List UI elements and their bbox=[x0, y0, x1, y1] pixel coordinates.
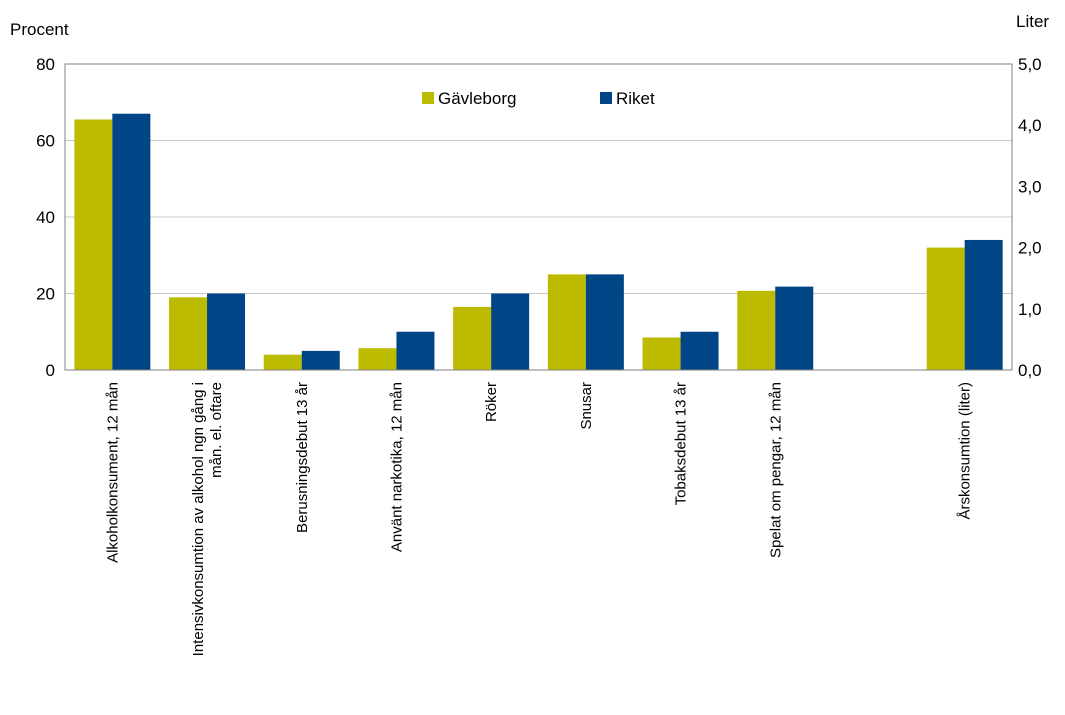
bar-riket bbox=[396, 331, 435, 370]
x-category-label: Intensivkonsumtion av alkohol ngn gång i bbox=[190, 382, 207, 656]
legend-label-riket: Riket bbox=[616, 89, 655, 108]
bar-riket bbox=[964, 239, 1003, 370]
legend: Gävleborg Riket bbox=[422, 89, 655, 108]
bar-gavleborg bbox=[547, 274, 586, 370]
y-left-tick-label: 0 bbox=[46, 361, 55, 380]
y-right-tick-label: 0,0 bbox=[1018, 361, 1042, 380]
bar-riket bbox=[680, 331, 719, 370]
x-category-label: Årskonsumtion (liter) bbox=[957, 382, 974, 520]
legend-label-gavleborg: Gävleborg bbox=[438, 89, 516, 108]
bar-riket bbox=[491, 293, 530, 370]
y-right-tick-label: 2,0 bbox=[1018, 239, 1042, 258]
bar-riket bbox=[207, 293, 246, 370]
y-left-tick-label: 40 bbox=[36, 208, 55, 227]
y-axis-right-title: Liter bbox=[1016, 12, 1049, 31]
bar-gavleborg bbox=[453, 306, 492, 370]
bar-riket bbox=[301, 350, 340, 370]
y-left-tick-label: 20 bbox=[36, 285, 55, 304]
y-right-tick-label: 4,0 bbox=[1018, 116, 1042, 135]
legend-swatch-gavleborg bbox=[422, 92, 434, 104]
bar-riket bbox=[585, 274, 624, 370]
x-category-label: mån. el. oftare bbox=[208, 382, 225, 478]
y-right-tick-label: 1,0 bbox=[1018, 300, 1042, 319]
x-category-label: Berusningsdebut 13 år bbox=[294, 382, 311, 533]
x-category-label: Spelat om pengar, 12 mån bbox=[767, 382, 784, 558]
bar-gavleborg bbox=[737, 290, 776, 370]
y-left-tick-label: 60 bbox=[36, 132, 55, 151]
bar-gavleborg bbox=[358, 348, 397, 370]
bar-gavleborg bbox=[263, 354, 302, 370]
y-left-tick-label: 80 bbox=[36, 55, 55, 74]
y-right-tick-label: 3,0 bbox=[1018, 177, 1042, 196]
bar-gavleborg bbox=[74, 119, 113, 371]
x-category-label: Röker bbox=[483, 382, 500, 422]
bar-gavleborg bbox=[926, 247, 965, 370]
y-axis-right-ticks: 0,0 1,0 2,0 3,0 4,0 5,0 bbox=[1018, 55, 1042, 380]
x-category-label: Snusar bbox=[578, 382, 595, 430]
x-category-label: Använt narkotika, 12 mån bbox=[388, 382, 405, 552]
y-axis-left-ticks: 0 20 40 60 80 bbox=[36, 55, 55, 380]
x-category-label: Tobaksdebut 13 år bbox=[673, 382, 690, 505]
x-axis-category-labels: Alkoholkonsument, 12 mån Intensivkonsumti… bbox=[104, 382, 973, 656]
bar-riket bbox=[775, 286, 814, 370]
gridlines bbox=[65, 140, 1012, 294]
bar-riket bbox=[112, 113, 151, 370]
bars bbox=[74, 113, 1003, 371]
y-axis-left-title: Procent bbox=[10, 20, 69, 39]
bar-gavleborg bbox=[169, 297, 208, 370]
plot-area-frame bbox=[64, 63, 1013, 371]
legend-swatch-riket bbox=[600, 92, 612, 104]
y-right-tick-label: 5,0 bbox=[1018, 55, 1042, 74]
x-category-label: Alkoholkonsument, 12 mån bbox=[104, 382, 121, 563]
bar-gavleborg bbox=[642, 337, 681, 370]
